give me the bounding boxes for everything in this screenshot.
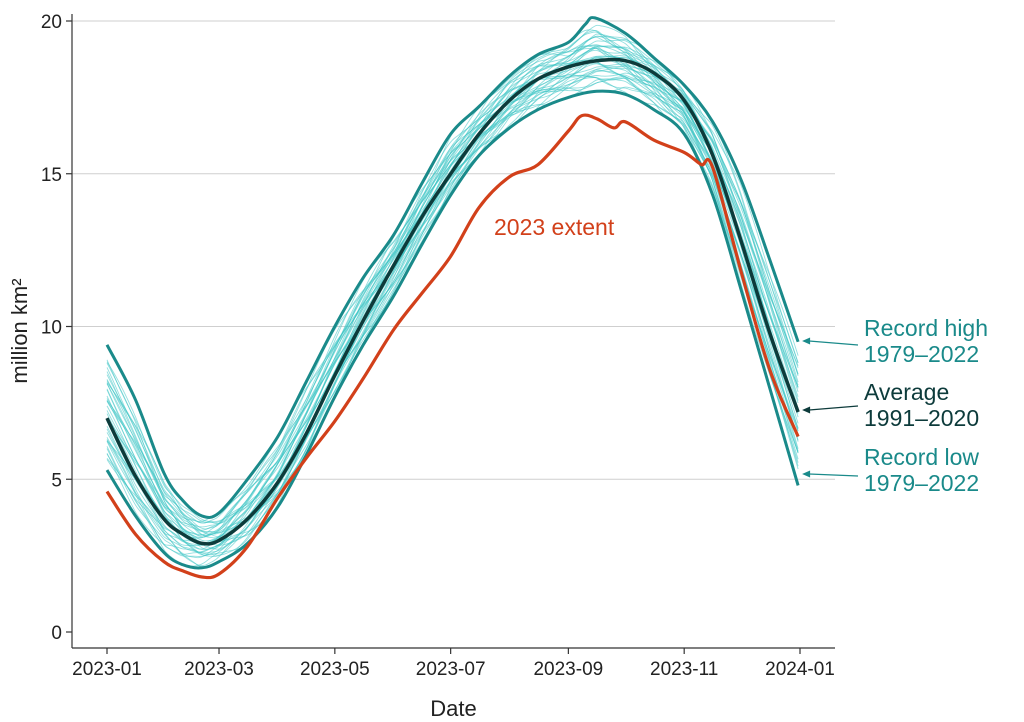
y-axis-title: million km² — [7, 278, 32, 383]
yearly-trace — [106, 24, 799, 525]
x-tick-label: 2023-11 — [650, 659, 718, 680]
yearly-trace — [106, 74, 799, 559]
x-tick-label: 2023-09 — [533, 659, 603, 680]
yearly-trace — [106, 31, 799, 524]
record-low-label: Record low 1979–2022 — [864, 444, 979, 496]
extent-2023-line — [105, 113, 800, 580]
x-tick-label: 2023-07 — [416, 659, 486, 680]
yearly-trace — [106, 45, 799, 546]
y-tick-label: 10 — [41, 318, 62, 339]
record-high-label: Record high 1979–2022 — [864, 315, 988, 367]
extent-2023-label: 2023 extent — [494, 214, 615, 240]
average-line — [105, 57, 800, 546]
x-tick-label: 2023-03 — [184, 659, 254, 680]
x-tick-label: 2023-05 — [300, 659, 370, 680]
x-tick-label: 2024-01 — [765, 659, 835, 680]
average-label: Average 1991–2020 — [864, 379, 979, 431]
yearly-trace — [106, 44, 799, 550]
axes: 0 5 10 15 20 2023-01 2023-03 2023-05 2023-07 2023… — [7, 12, 835, 721]
average-arrow — [802, 405, 859, 414]
y-tick-label: 15 — [41, 165, 62, 186]
x-tick-label: 2023-01 — [72, 659, 142, 680]
labels: Record high 1979–2022 Average 1991–2020 Reco… — [494, 214, 988, 496]
yearly-trace — [106, 30, 799, 539]
record-low-arrow — [802, 470, 859, 478]
yearly-trace — [106, 47, 799, 536]
y-tick-label: 20 — [41, 12, 62, 33]
x-axis-title: Date — [430, 696, 476, 721]
yearly-trace — [106, 35, 799, 524]
yearly-lines-bundle — [106, 24, 799, 568]
series-lines — [105, 16, 800, 580]
record-high-arrow — [802, 337, 859, 346]
y-tick-label: 0 — [51, 623, 62, 644]
yearly-trace — [106, 54, 799, 538]
y-tick-label: 5 — [51, 470, 62, 491]
record-high-line — [105, 16, 800, 519]
yearly-trace — [106, 29, 799, 536]
